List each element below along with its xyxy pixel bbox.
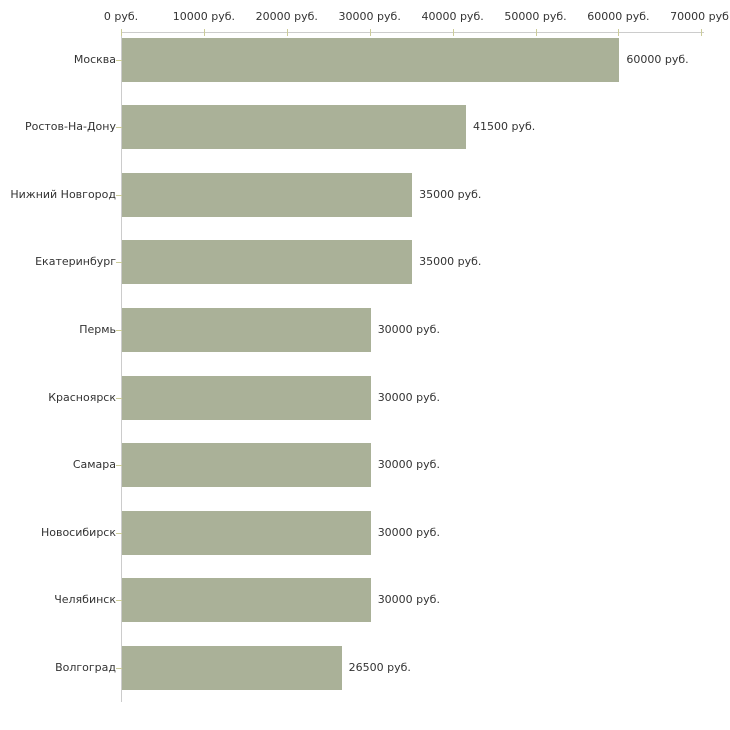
y-axis-line — [121, 32, 122, 702]
x-axis-tick — [286, 29, 288, 36]
category-label: Москва — [73, 52, 116, 66]
x-axis-line — [121, 32, 704, 33]
value-label: 41500 руб. — [473, 120, 536, 134]
bar — [122, 307, 371, 352]
category-label: Нижний Новгород — [10, 187, 116, 201]
x-axis-tick-label: 10000 руб. — [172, 10, 236, 23]
bar — [122, 375, 371, 420]
value-label: 30000 руб. — [377, 525, 440, 539]
value-label: 30000 руб. — [377, 390, 440, 404]
category-label: Ростов-На-Дону — [24, 120, 116, 134]
x-axis-tick — [452, 29, 454, 36]
x-axis-tick-label: 60000 руб. — [587, 10, 650, 23]
category-label: Самара — [72, 458, 116, 472]
y-axis-tick — [116, 667, 123, 669]
x-axis-tick — [618, 29, 620, 36]
x-axis-tick — [369, 29, 371, 36]
x-axis-tick-label: 0 руб. — [103, 10, 139, 23]
category-label: Челябинск — [54, 593, 116, 607]
y-axis-tick — [116, 397, 123, 399]
value-label: 60000 руб. — [626, 52, 689, 66]
bar — [122, 510, 371, 555]
value-label: 26500 руб. — [348, 660, 411, 674]
y-axis-tick — [116, 262, 123, 264]
y-axis-tick — [116, 532, 123, 534]
bar — [122, 37, 620, 82]
x-axis-tick-label: 30000 руб. — [338, 10, 401, 23]
x-axis-tick — [203, 29, 205, 36]
value-label: 35000 руб. — [419, 187, 482, 201]
x-axis-tick-label: 40000 руб. — [421, 10, 484, 23]
y-axis-tick — [116, 59, 123, 61]
x-axis-tick — [121, 29, 122, 36]
bar — [122, 240, 413, 285]
category-label: Красноярск — [48, 390, 116, 404]
x-axis-tick — [701, 29, 703, 36]
value-label: 35000 руб. — [419, 255, 482, 269]
category-label: Пермь — [79, 322, 116, 336]
y-axis-tick — [116, 600, 123, 602]
x-axis-tick-label: 50000 руб. — [504, 10, 567, 23]
bar — [122, 578, 371, 623]
category-label: Волгоград — [55, 660, 116, 674]
bar — [122, 172, 413, 217]
x-axis-tick-label: 20000 руб. — [255, 10, 318, 23]
x-axis-tick-label: 70000 руб. — [670, 10, 730, 23]
y-axis-tick — [116, 329, 123, 331]
category-label: Екатеринбург — [35, 255, 116, 269]
bar — [122, 645, 342, 690]
bar — [122, 443, 371, 488]
value-label: 30000 руб. — [377, 322, 440, 336]
category-label: Новосибирск — [40, 525, 116, 539]
x-axis-tick — [535, 29, 537, 36]
bar — [122, 105, 467, 150]
value-label: 30000 руб. — [377, 593, 440, 607]
y-axis-tick — [116, 194, 123, 196]
y-axis-tick — [116, 127, 123, 129]
y-axis-tick — [116, 465, 123, 467]
value-label: 30000 руб. — [377, 458, 440, 472]
